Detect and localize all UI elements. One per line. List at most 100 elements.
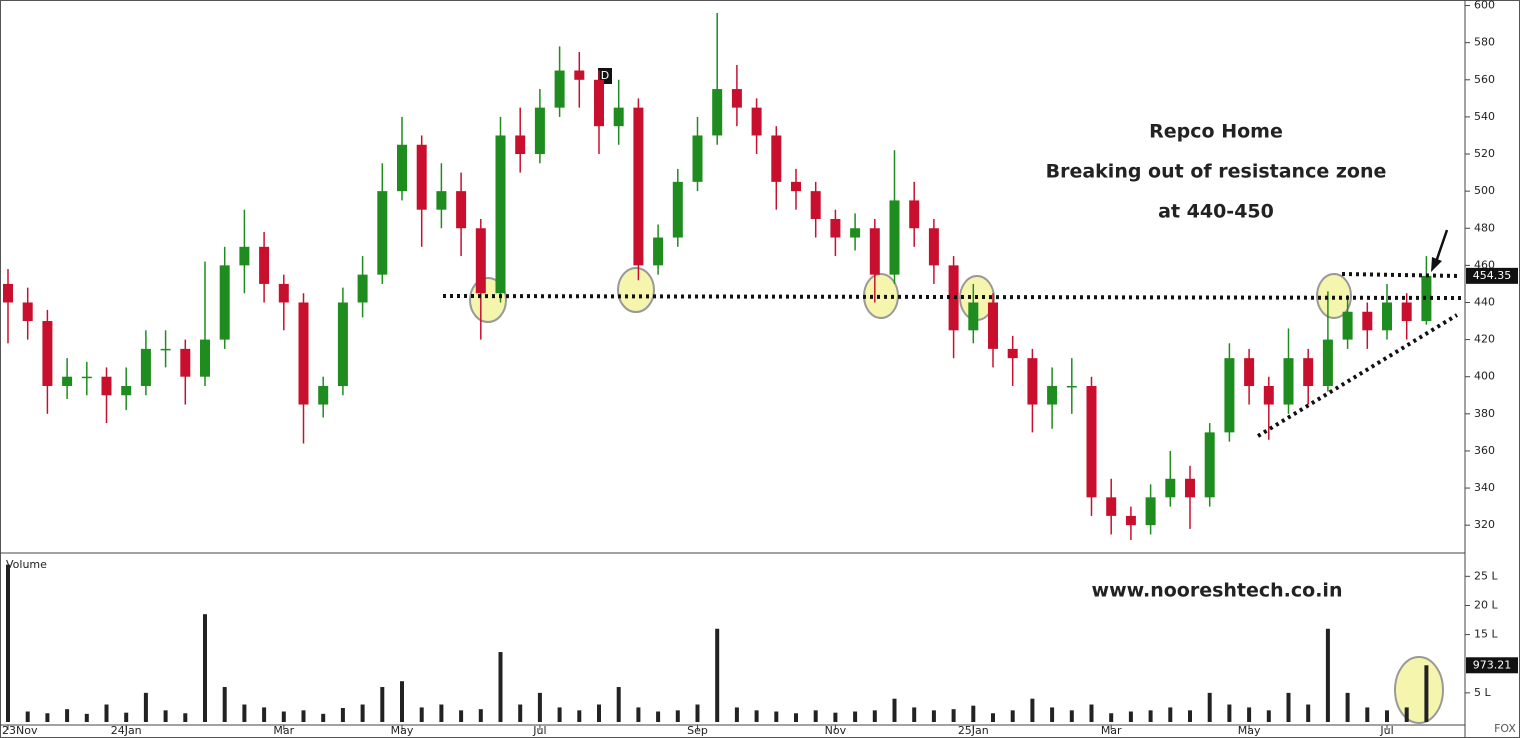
volume-bar: [45, 713, 50, 722]
y-tick-label: 480: [1474, 221, 1495, 234]
candle-body: [1382, 302, 1392, 331]
candle-body: [239, 246, 250, 266]
volume-bar: [872, 710, 877, 722]
resistance-line: [442, 294, 1466, 300]
x-tick-label: 23Nov: [2, 724, 38, 737]
volume-bar: [1128, 711, 1133, 722]
candle-body: [1086, 385, 1097, 498]
volume-bar: [25, 711, 30, 722]
candle-body: [1263, 385, 1274, 405]
candle-body: [416, 144, 427, 210]
volume-bar: [1089, 704, 1094, 722]
y-tick-label: 20 L: [1474, 598, 1498, 611]
arrow-shaft: [1434, 229, 1449, 263]
volume-bar: [439, 704, 444, 722]
x-tick-label: 25Jan: [958, 724, 989, 737]
volume-bar: [636, 707, 641, 722]
volume-bar: [419, 707, 424, 722]
candle-body: [121, 385, 132, 396]
candle-body: [1165, 478, 1176, 498]
volume-bar: [498, 652, 503, 722]
candle-body: [101, 376, 112, 396]
volume-bar: [991, 713, 995, 722]
candle-body: [968, 302, 979, 331]
volume-bar: [931, 710, 936, 722]
volume-bar: [892, 698, 897, 722]
y-tick-label: 5 L: [1474, 686, 1491, 699]
volume-bar: [1010, 710, 1015, 722]
volume-bar: [203, 614, 207, 722]
candle-body: [613, 107, 624, 127]
volume-bar: [577, 710, 582, 722]
y-tick-label: 320: [1474, 518, 1495, 531]
volume-bar: [1247, 707, 1252, 722]
volume-bar: [1050, 707, 1055, 722]
volume-bar: [912, 707, 917, 722]
last-volume-box: [1466, 657, 1518, 674]
volume-bar: [833, 712, 838, 722]
candle-body: [1027, 358, 1038, 405]
candle-body: [278, 283, 289, 303]
watermark: www.nooreshtech.co.in: [1092, 580, 1343, 602]
volume-bar: [1227, 704, 1232, 722]
candle-body: [318, 385, 329, 405]
highlight: [617, 267, 655, 313]
candle-body: [948, 265, 959, 331]
volume-bar: [656, 711, 661, 722]
y-tick-label: 400: [1474, 370, 1495, 383]
candle-body: [1224, 358, 1235, 433]
candle-body: [337, 302, 348, 386]
volume-bar: [104, 704, 109, 722]
volume-bar: [1030, 698, 1035, 722]
volume-bar: [675, 710, 680, 722]
volume-bar: [1325, 628, 1330, 722]
y-tick-label: 340: [1474, 481, 1495, 494]
candle-body: [200, 339, 210, 377]
candle-body: [692, 135, 703, 182]
y-tick-label: 360: [1474, 444, 1495, 457]
marker-label: D: [601, 69, 609, 82]
volume-bar: [380, 687, 385, 722]
candle-body: [42, 321, 53, 386]
candle-body: [495, 135, 506, 294]
y-tick-label: 15 L: [1474, 628, 1498, 641]
candle-body: [534, 107, 545, 155]
volume-bar: [222, 687, 227, 722]
volume-bar: [774, 711, 779, 722]
volume-bar: [183, 713, 188, 722]
candle-body: [62, 376, 73, 386]
arrow-head: [1431, 257, 1442, 272]
x-tick-label: May: [1238, 724, 1261, 737]
candle-body: [160, 348, 171, 351]
x-tick-label: Nov: [825, 724, 847, 737]
volume-bar: [951, 709, 956, 722]
candle-body: [1204, 432, 1215, 498]
candle-body: [909, 200, 920, 229]
volume-bar: [695, 704, 700, 722]
last-price-box: [1466, 267, 1518, 284]
volume-bar: [754, 710, 759, 722]
highlight: [1394, 656, 1444, 724]
candle-body: [436, 191, 447, 210]
candle-body: [928, 228, 939, 266]
x-tick-label: Sep: [687, 724, 708, 737]
volume-bar: [340, 708, 345, 722]
volume-bar: [360, 704, 365, 722]
candle-body: [259, 246, 270, 284]
candle-body: [1066, 385, 1077, 388]
y-tick-label: 580: [1474, 36, 1495, 49]
y-tick-label: 440: [1474, 295, 1495, 308]
volume-bar: [478, 709, 483, 722]
candle-body: [1303, 358, 1314, 386]
candle-body: [1362, 311, 1373, 331]
volume-bar: [557, 707, 562, 722]
candle-body: [1125, 515, 1136, 526]
corner-label: FOX: [1494, 722, 1516, 735]
candle-body: [810, 191, 821, 219]
title: Repco Home: [1149, 121, 1283, 143]
candle-body: [850, 228, 861, 238]
candle-body: [357, 274, 368, 303]
candle-body: [1283, 358, 1294, 405]
volume-bar: [794, 713, 798, 722]
